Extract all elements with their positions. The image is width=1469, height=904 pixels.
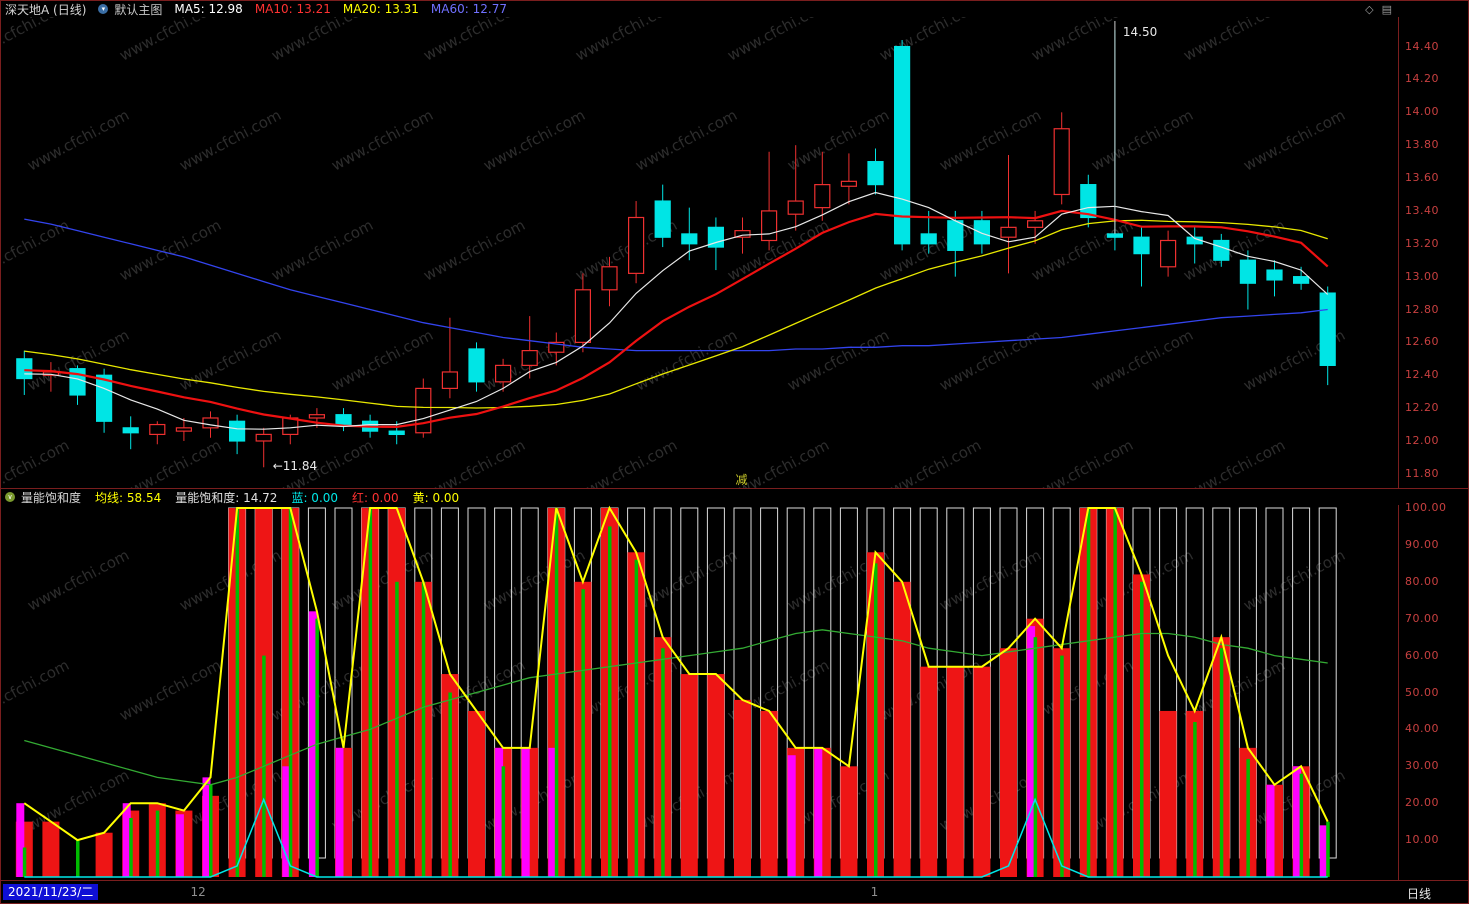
price-tick: 14.00 [1405, 105, 1439, 119]
param-liangneng: 量能饱和度: 14.72 [175, 490, 278, 505]
annotation-event-marker: 减 [735, 473, 748, 487]
diamond-icon[interactable]: ◇ [1365, 2, 1374, 16]
svg-text:www.cfchi.com: www.cfchi.com [480, 106, 588, 175]
ma10-label: MA10: 13.21 [254, 2, 331, 16]
param-junxian: 均线: 58.54 [95, 490, 162, 505]
indicator-tick: 50.00 [1405, 685, 1439, 699]
period-label[interactable]: 日线 [1407, 887, 1432, 901]
svg-text:www.cfchi.com: www.cfchi.com [116, 216, 224, 285]
main-chart-header: 深天地A (日线) ▾ 默认主图 MA5: 12.98 MA10: 13.21 … [1, 1, 1468, 17]
chart-style-label[interactable]: 默认主图 [114, 2, 163, 17]
indicator-tick: 20.00 [1405, 796, 1439, 810]
svg-text:www.cfchi.com: www.cfchi.com [784, 326, 892, 395]
svg-text:www.cfchi.com: www.cfchi.com [328, 326, 436, 395]
indicator-tick: 80.00 [1405, 574, 1439, 588]
svg-text:www.cfchi.com: www.cfchi.com [420, 216, 528, 285]
indicator-tick: 70.00 [1405, 611, 1439, 625]
indicator-tick: 100.00 [1405, 501, 1447, 514]
indicator-title[interactable]: 量能饱和度 [21, 490, 82, 505]
ma60-label: MA60: 12.77 [430, 2, 507, 16]
svg-text:www.cfchi.com: www.cfchi.com [176, 106, 284, 175]
price-tick: 12.20 [1405, 401, 1439, 415]
svg-text:www.cfchi.com: www.cfchi.com [268, 216, 376, 285]
svg-text:www.cfchi.com: www.cfchi.com [632, 106, 740, 175]
svg-text:www.cfchi.com: www.cfchi.com [936, 326, 1044, 395]
svg-text:www.cfchi.com: www.cfchi.com [1240, 106, 1348, 175]
indicator-header: ∨ 量能饱和度 均线: 58.54 量能饱和度: 14.72 蓝: 0.00 红… [1, 488, 1468, 505]
annotation-low-price: ←11.84 [272, 459, 318, 474]
price-tick: 13.60 [1405, 171, 1439, 185]
svg-text:www.cfchi.com: www.cfchi.com [116, 656, 224, 725]
price-tick: 14.20 [1405, 72, 1439, 86]
svg-text:www.cfchi.com: www.cfchi.com [24, 766, 132, 835]
price-tick: 12.00 [1405, 433, 1439, 447]
indicator-tick: 30.00 [1405, 759, 1439, 773]
ma20-label: MA20: 13.31 [342, 2, 419, 16]
indicator-collapse-icon[interactable]: ∨ [5, 492, 15, 502]
month-marker: 1 [870, 885, 879, 899]
price-tick: 13.00 [1405, 269, 1439, 283]
param-huang: 黄: 0.00 [412, 490, 460, 505]
svg-text:www.cfchi.com: www.cfchi.com [1028, 216, 1136, 285]
chart-style-icon[interactable]: ▾ [98, 4, 109, 14]
bottom-bar: 2021/11/23/二 12 1 日线 [1, 880, 1468, 903]
svg-text:www.cfchi.com: www.cfchi.com [24, 106, 132, 175]
svg-text:www.cfchi.com: www.cfchi.com [724, 216, 832, 285]
svg-text:www.cfchi.com: www.cfchi.com [480, 546, 588, 615]
price-tick: 11.80 [1405, 466, 1439, 480]
svg-text:www.cfchi.com: www.cfchi.com [1088, 326, 1196, 395]
indicator-tick: 90.00 [1405, 537, 1439, 551]
price-tick: 13.20 [1405, 236, 1439, 250]
price-tick: 12.40 [1405, 368, 1439, 382]
price-tick: 13.80 [1405, 138, 1439, 152]
price-tick: 13.40 [1405, 203, 1439, 217]
indicator-tick: 40.00 [1405, 722, 1439, 736]
svg-text:www.cfchi.com: www.cfchi.com [1, 656, 72, 725]
ma5-label: MA5: 12.98 [174, 2, 243, 16]
month-marker: 12 [190, 885, 206, 899]
axis-separator-line [1398, 17, 1399, 882]
annotation-high-price: 14.50 [1122, 25, 1158, 39]
stock-title: 深天地A (日线) [5, 2, 87, 17]
svg-text:www.cfchi.com: www.cfchi.com [328, 106, 436, 175]
svg-text:www.cfchi.com: www.cfchi.com [1088, 106, 1196, 175]
price-tick: 12.60 [1405, 335, 1439, 349]
window-controls: ◇ ▤ [1365, 3, 1392, 16]
svg-text:www.cfchi.com: www.cfchi.com [632, 326, 740, 395]
param-lan: 蓝: 0.00 [291, 490, 339, 505]
date-label: 2021/11/23/二 [3, 884, 99, 900]
price-tick: 12.80 [1405, 302, 1439, 316]
indicator-tick: 10.00 [1405, 833, 1439, 847]
svg-text:www.cfchi.com: www.cfchi.com [24, 546, 132, 615]
svg-text:www.cfchi.com: www.cfchi.com [176, 326, 284, 395]
panels-icon[interactable]: ▤ [1381, 2, 1392, 16]
param-hong: 红: 0.00 [352, 490, 399, 505]
svg-text:www.cfchi.com: www.cfchi.com [936, 106, 1044, 175]
price-tick: 14.40 [1405, 39, 1439, 53]
indicator-tick: 60.00 [1405, 648, 1439, 662]
